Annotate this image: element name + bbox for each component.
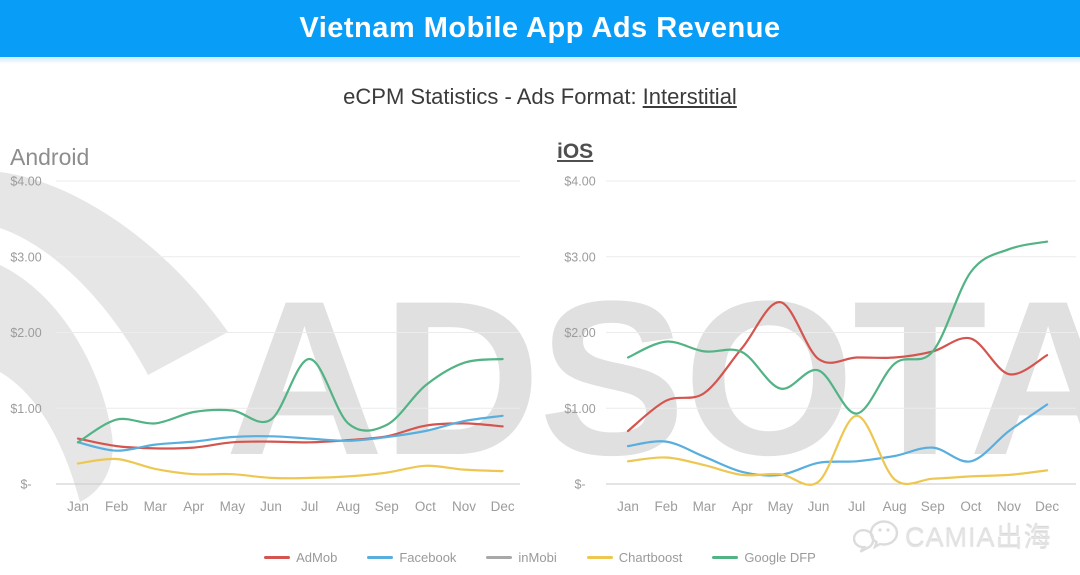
camia-watermark: CAMIA出海 [853,516,1052,555]
inmobi-line-swatch [486,556,513,559]
x-tick-label: Jul [848,499,865,514]
series-line-admob [626,301,1049,433]
chartboost-line-swatch [586,556,613,559]
x-tick-label: Dec [1035,499,1059,514]
x-tick-label: Feb [654,499,677,514]
adsota-swoosh-logo [0,172,228,502]
y-tick-label: $- [20,478,31,492]
x-tick-label: Jun [260,499,282,514]
x-tick-label: Jun [808,499,830,514]
y-tick-label: $2.00 [564,326,595,340]
x-tick-label: Sep [375,499,399,514]
legend-label: Chartboost [618,550,683,565]
title-bar: Vietnam Mobile App Ads Revenue [0,0,1080,64]
x-tick-label: Dec [491,499,515,514]
subtitle: eCPM Statistics - Ads Format: Interstiti… [0,84,1080,110]
facebook-line-swatch [367,556,394,559]
x-tick-label: Sep [921,499,945,514]
x-tick-label: Jan [67,499,89,514]
legend-item-google-dfp: Google DFP [712,550,816,565]
x-tick-label: Mar [693,499,717,514]
x-tick-label: Aug [336,499,360,514]
x-tick-label: Jan [617,499,639,514]
x-tick-label: Apr [183,499,205,514]
x-tick-label: Apr [732,499,754,514]
legend-label: inMobi [518,550,557,565]
x-tick-label: Jul [301,499,318,514]
y-tick-label: $3.00 [564,250,595,264]
series-line-google-dfp [76,357,504,444]
x-tick-label: Nov [997,499,1021,514]
ios-chart-title: iOS [557,140,594,163]
chat-bubbles-icon [853,519,899,553]
android-chart-title: Android [10,144,90,170]
y-tick-label: $1.00 [10,402,41,416]
android-chart: $4.00 $3.00 $2.00 $1.00 $- Jan Feb Mar Apr May Jun… [10,175,520,514]
x-tick-label: Oct [960,499,981,514]
page-title: Vietnam Mobile App Ads Revenue [299,12,781,44]
x-tick-label: Aug [883,499,907,514]
chart-legend: AdMob Facebook inMobi Chartboost Google … [0,550,1080,565]
swoosh-upper-shape [0,172,228,375]
subtitle-text: eCPM Statistics - Ads Format: [343,84,643,109]
series-line-google-dfp [626,240,1049,415]
google-dfp-line-swatch [712,556,739,559]
x-tick-label: Mar [144,499,168,514]
y-tick-label: $1.00 [564,402,595,416]
series-line-chartboost [76,457,504,480]
x-tick-label: May [220,499,246,514]
y-tick-label: $4.00 [564,175,595,189]
x-tick-label: Oct [415,499,436,514]
camia-watermark-text: CAMIA出海 [905,523,1052,553]
legend-label: AdMob [296,550,338,565]
x-tick-label: May [768,499,794,514]
legend-item-facebook: Facebook [367,550,456,565]
ios-chart: $4.00 $3.00 $2.00 $1.00 $- Jan Feb Mar Apr May Jun… [564,175,1076,514]
legend-item-chartboost: Chartboost [586,550,683,565]
subtitle-emphasis: Interstitial [642,84,737,109]
x-tick-label: Nov [452,499,476,514]
swoosh-lower-shape [0,265,113,502]
y-tick-label: $2.00 [10,326,41,340]
y-tick-label: $3.00 [10,250,41,264]
series-line-facebook [76,414,504,452]
x-tick-label: Feb [105,499,128,514]
admob-line-swatch [264,556,291,559]
y-tick-label: $- [574,478,585,492]
series-line-admob [76,422,504,450]
series-line-facebook [626,403,1049,477]
legend-item-admob: AdMob [264,550,337,565]
adsota-watermark: ADSOTA [225,255,1080,501]
legend-label: Google DFP [744,550,816,565]
legend-item-inmobi: inMobi [486,550,557,565]
y-tick-label: $4.00 [10,175,41,189]
series-line-chartboost [626,414,1049,486]
legend-label: Facebook [399,550,457,565]
